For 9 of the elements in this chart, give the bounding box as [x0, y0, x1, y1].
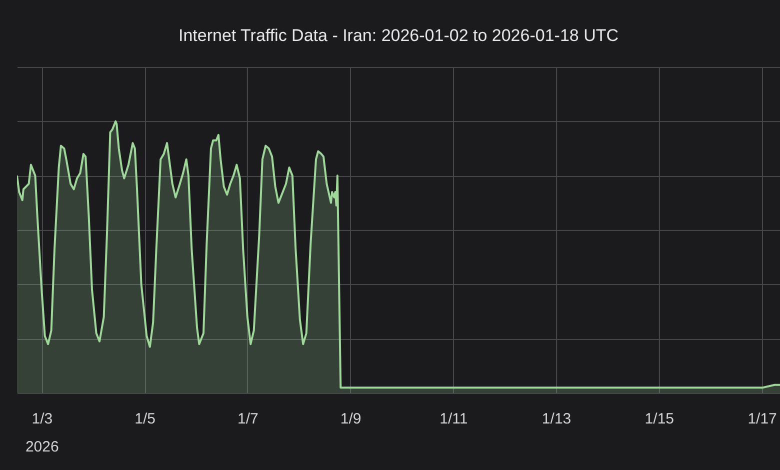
x-tick-label: 1/15: [644, 410, 674, 428]
x-tick-label: 1/5: [134, 410, 156, 428]
x-tick-label: 1/9: [340, 410, 362, 428]
x-tick-label: 1/3 2026: [25, 410, 59, 456]
x-tick-label: 1/7: [237, 410, 258, 428]
x-tick-label: 1/11: [440, 410, 468, 428]
chart-title: Internet Traffic Data - Iran: 2026-01-02 to 2026-01-18 UTC: [178, 26, 619, 45]
x-tick-label: 1/13: [542, 410, 572, 428]
x-tick-label: 1/17: [748, 410, 777, 428]
